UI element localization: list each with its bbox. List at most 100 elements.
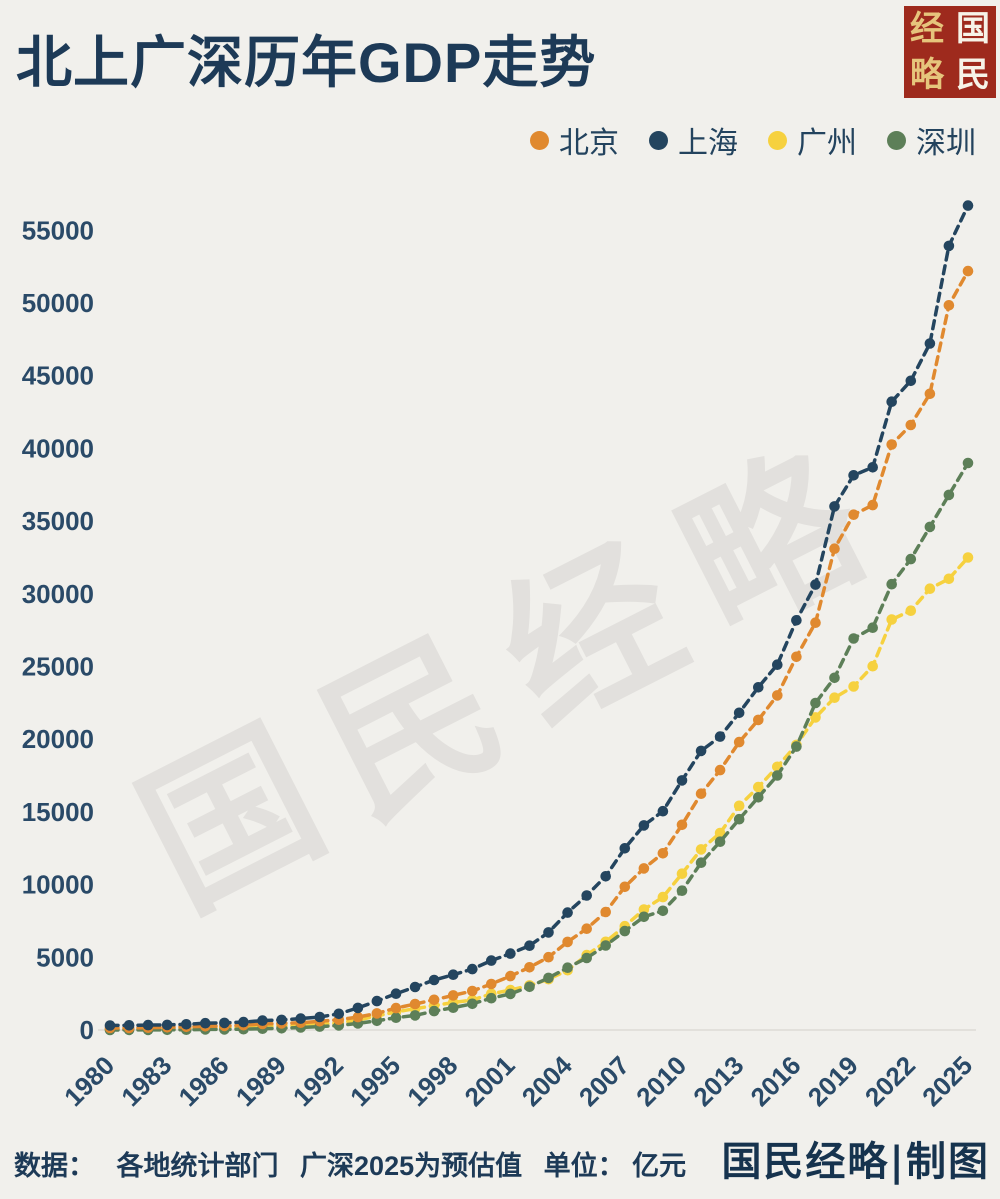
data-point [695,844,707,855]
data-point [505,948,516,959]
brand-logo: 经 略 国 民 [904,6,996,98]
data-point [657,891,669,903]
data-point [733,707,745,719]
legend-item-3: 深圳 [887,118,976,162]
data-point [142,1019,154,1031]
data-point [390,988,402,999]
unit-text: 亿元 [632,1151,687,1181]
data-point [352,1002,364,1014]
data-point [867,462,878,473]
data-point [619,843,631,854]
data-point [905,375,917,387]
x-tick-label: 2022 [859,1050,921,1112]
x-tick-label: 1998 [401,1050,463,1112]
data-point [943,573,955,585]
data-point [676,868,688,879]
x-tick-label: 1992 [287,1050,349,1112]
data-point [733,813,745,825]
data-point [657,805,669,817]
unit-label: 单位： [543,1151,625,1181]
data-point [867,660,878,672]
data-point [638,820,650,831]
x-tick-label: 1989 [230,1050,292,1112]
data-point [428,994,440,1006]
data-point [657,905,669,917]
y-tick-label: 0 [80,1015,94,1045]
x-tick-label: 1986 [173,1050,235,1112]
data-point [314,1011,326,1023]
data-point [371,1015,383,1027]
data-point [467,998,478,1010]
data-point [257,1015,268,1026]
x-tick-label: 2016 [745,1050,807,1112]
data-point [638,863,650,874]
data-point [219,1017,230,1029]
series-line-广州 [108,555,970,1031]
data-point [791,741,802,752]
data-point [486,955,497,966]
footer-source: 数据： 各地统计部门 广深2025为预估值 单位： 亿元 [14,1144,686,1183]
logo-char: 略 [910,55,944,95]
data-point [772,659,783,670]
data-point [924,583,936,594]
data-point [371,995,383,1007]
data-point [676,885,688,896]
footer: 数据： 各地统计部门 广深2025为预估值 单位： 亿元 国民经略|制图 [14,1129,990,1187]
x-tick-label: 1983 [115,1050,177,1112]
data-point [447,969,459,980]
data-point [562,962,573,973]
x-tick-label: 2025 [916,1050,978,1112]
legend-dot-icon [530,130,549,150]
data-point [333,1008,345,1020]
x-tick-label: 1995 [344,1050,406,1112]
data-point [638,911,650,923]
y-tick-label: 55000 [22,215,94,245]
x-tick-label: 2001 [459,1050,521,1112]
data-point [943,489,955,501]
y-tick-label: 40000 [22,433,94,463]
data-point [409,1010,421,1021]
data-point [886,614,897,625]
data-point [943,240,955,252]
data-point [753,792,764,803]
data-point [543,972,554,984]
data-point [371,1008,383,1019]
legend-label: 北京 [559,127,619,160]
data-point [810,697,821,709]
y-tick-label: 15000 [22,797,94,827]
data-point [714,827,726,839]
data-point [962,457,974,469]
data-point [543,927,554,938]
y-tick-label: 20000 [22,724,94,754]
data-point [238,1016,249,1028]
data-point [772,770,783,781]
data-point [428,974,440,986]
x-tick-label: 2013 [687,1050,749,1112]
data-point [428,1005,440,1017]
data-point [505,970,516,982]
data-point [619,925,631,937]
data-point [161,1019,173,1031]
data-point [886,578,897,590]
x-tick-label: 2007 [573,1050,635,1112]
data-point [848,633,859,644]
y-tick-label: 50000 [22,288,94,318]
data-point [524,940,535,951]
data-point [390,1002,402,1014]
credit-text: 国民经略|制图 [721,1138,990,1185]
data-point [581,923,592,934]
series-line-深圳 [108,461,970,1032]
y-tick-label: 25000 [22,652,94,682]
legend-item-1: 上海 [649,118,738,162]
data-point [829,501,840,512]
data-point [104,1020,116,1031]
data-point [276,1014,287,1026]
data-point [295,1013,307,1024]
data-point [352,1011,364,1023]
logo-char: 民 [956,55,990,95]
data-point [829,672,840,684]
x-tick-label: 2010 [630,1050,692,1112]
legend-item-0: 北京 [530,118,619,162]
gdp-line-chart: 0 5000 10000 15000 20000 25000 30000 35000 40000… [22,200,978,1112]
